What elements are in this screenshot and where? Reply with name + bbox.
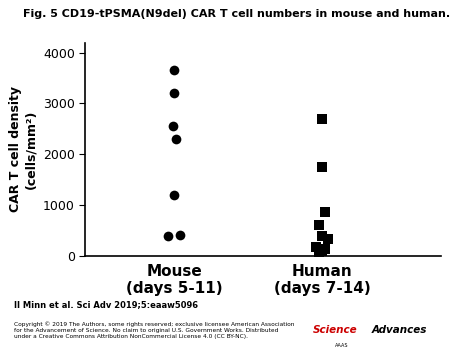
Point [164, 234, 172, 239]
Point [170, 91, 178, 96]
Text: Fig. 5 CD19-tPSMA(N9del) CAR T cell numbers in mouse and human.: Fig. 5 CD19-tPSMA(N9del) CAR T cell numb… [23, 9, 451, 19]
Point [319, 164, 326, 170]
Point [316, 222, 323, 228]
Point [170, 68, 178, 73]
Point [319, 248, 326, 253]
Point [312, 245, 320, 250]
Point [321, 246, 329, 252]
Y-axis label: CAR T cell density
(cells/mm²): CAR T cell density (cells/mm²) [9, 86, 37, 212]
Text: Advances: Advances [372, 325, 428, 335]
Point [170, 192, 178, 198]
Text: II Minn et al. Sci Adv 2019;5:eaaw5096: II Minn et al. Sci Adv 2019;5:eaaw5096 [14, 300, 198, 309]
Text: Copyright © 2019 The Authors, some rights reserved; exclusive licensee American : Copyright © 2019 The Authors, some right… [14, 321, 295, 339]
Point [169, 123, 176, 129]
Point [319, 116, 326, 121]
Text: Science: Science [313, 325, 357, 335]
Point [324, 236, 332, 242]
Point [316, 249, 323, 255]
Point [172, 136, 180, 142]
Point [321, 210, 329, 215]
Text: AAAS: AAAS [335, 343, 348, 348]
Point [319, 234, 326, 239]
Point [176, 232, 184, 237]
